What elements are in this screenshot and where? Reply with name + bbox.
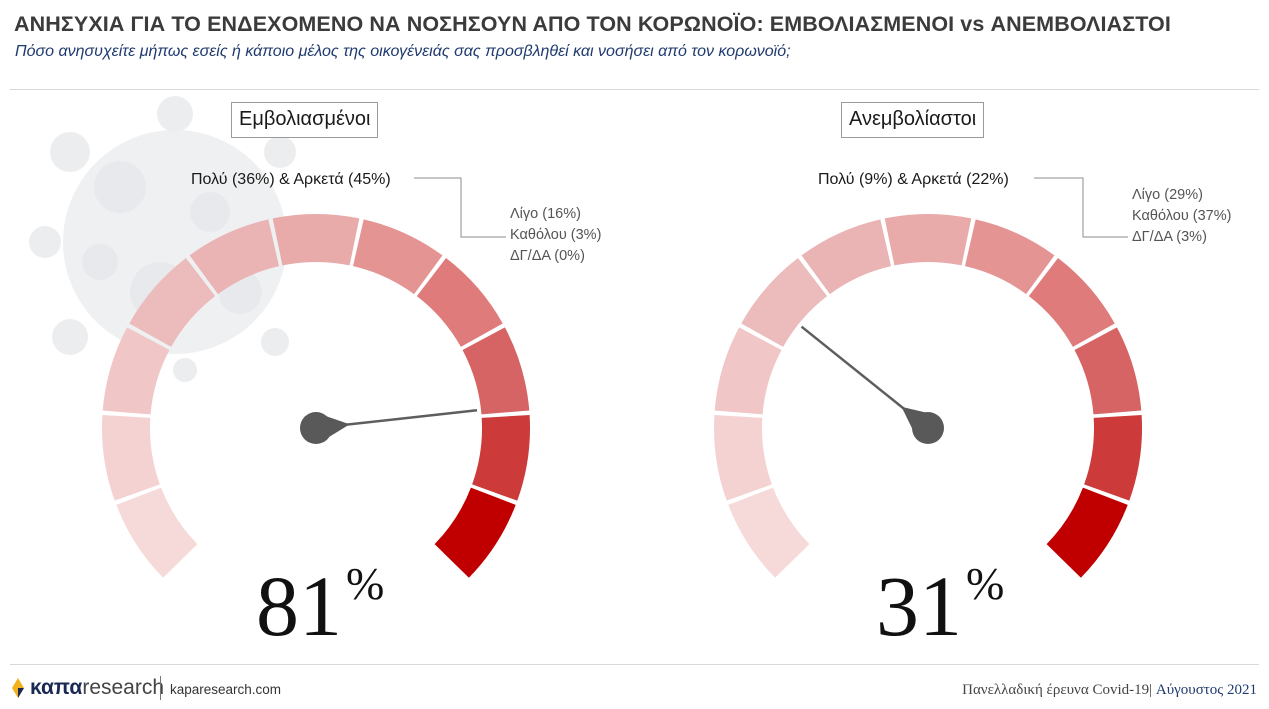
label-katholou-vaccinated: Καθόλου (3%) xyxy=(510,227,602,243)
label-leader-line xyxy=(1034,177,1128,238)
gauge-segment xyxy=(1084,414,1142,501)
gauge-segment xyxy=(129,258,216,347)
big-value-vaccinated: 81% xyxy=(256,561,384,650)
gauge-segment xyxy=(714,327,782,415)
gauge-hub xyxy=(912,412,944,444)
gauge-segment xyxy=(1046,487,1128,578)
logo-light-part: research xyxy=(82,676,165,699)
footer-survey-label: Πανελλαδική έρευνα Covid-19| xyxy=(962,682,1153,698)
page-title: ΑΝΗΣΥΧΙΑ ΓΙΑ ΤΟ ΕΝΔΕΧΟΜΕΝΟ ΝΑ ΝΟΣΗΣΟΥΝ Α… xyxy=(14,12,1171,36)
footer-survey-note: Πανελλαδική έρευνα Covid-19| Αύγουστος 2… xyxy=(962,682,1257,699)
gauge-segment xyxy=(741,258,828,347)
gauge-hub xyxy=(300,412,332,444)
group-label-vaccinated: Εμβολιασμένοι xyxy=(231,102,379,138)
footer-logo: καπαresearch xyxy=(30,676,164,700)
footer-separator xyxy=(160,676,161,700)
label-ligo-unvaccinated: Λίγο (29%) xyxy=(1132,187,1203,203)
gauge-segment xyxy=(102,327,170,415)
big-value-number: 81 xyxy=(256,558,342,654)
gauge-segment xyxy=(462,327,530,415)
page-subtitle: Πόσο ανησυχείτε μήπως εσείς ή κάποιο μέλ… xyxy=(15,43,791,60)
labels-low-concern-vaccinated: Λίγο (16%) Καθόλου (3%) ΔΓ/ΔΑ (0%) xyxy=(510,204,601,267)
group-label-unvaccinated: Ανεμβολίαστοι xyxy=(841,102,985,138)
label-high-concern-unvaccinated: Πολύ (9%) & Αρκετά (22%) xyxy=(818,171,1009,188)
gauge-segment xyxy=(352,219,443,295)
label-dkna-vaccinated: ΔΓ/ΔΑ (0%) xyxy=(510,248,585,264)
labels-low-concern-unvaccinated: Λίγο (29%) Καθόλου (37%) ΔΓ/ΔΑ (3%) xyxy=(1132,185,1231,248)
gauge-segment xyxy=(416,258,503,347)
gauge-segment xyxy=(101,414,160,501)
label-ligo-vaccinated: Λίγο (16%) xyxy=(510,206,581,222)
label-dkna-unvaccinated: ΔΓ/ΔΑ (3%) xyxy=(1132,229,1207,245)
big-value-unit: % xyxy=(346,558,385,609)
gauge-unvaccinated xyxy=(714,177,1142,578)
gauge-segment xyxy=(189,219,280,295)
header-divider xyxy=(10,89,1259,90)
label-leader-line xyxy=(414,177,506,238)
gauge-segment xyxy=(714,414,772,501)
big-value-unit: % xyxy=(966,558,1005,609)
gauge-segment xyxy=(272,214,360,266)
gauge-segment xyxy=(1028,258,1115,347)
gauge-segment xyxy=(728,487,810,578)
big-value-number: 31 xyxy=(876,558,962,654)
gauge-segment xyxy=(964,219,1055,295)
gauge-segment xyxy=(801,219,892,295)
gauge-segment xyxy=(472,414,530,501)
label-high-concern-vaccinated: Πολύ (36%) & Αρκετά (45%) xyxy=(191,171,391,188)
gauge-segment xyxy=(116,487,198,578)
gauge-segment xyxy=(1074,327,1142,415)
big-value-unvaccinated: 31% xyxy=(876,561,1004,650)
footer-url[interactable]: kaparesearch.com xyxy=(170,682,282,697)
logo-bold-part: καπα xyxy=(30,676,83,699)
footer-date: Αύγουστος 2021 xyxy=(1155,682,1257,698)
gauge-segment xyxy=(434,487,516,578)
label-katholou-unvaccinated: Καθόλου (37%) xyxy=(1132,208,1232,224)
gauge-vaccinated xyxy=(101,177,530,578)
gauge-segment xyxy=(884,214,972,266)
footer-divider xyxy=(10,664,1259,665)
kapa-logo-icon xyxy=(12,678,24,698)
